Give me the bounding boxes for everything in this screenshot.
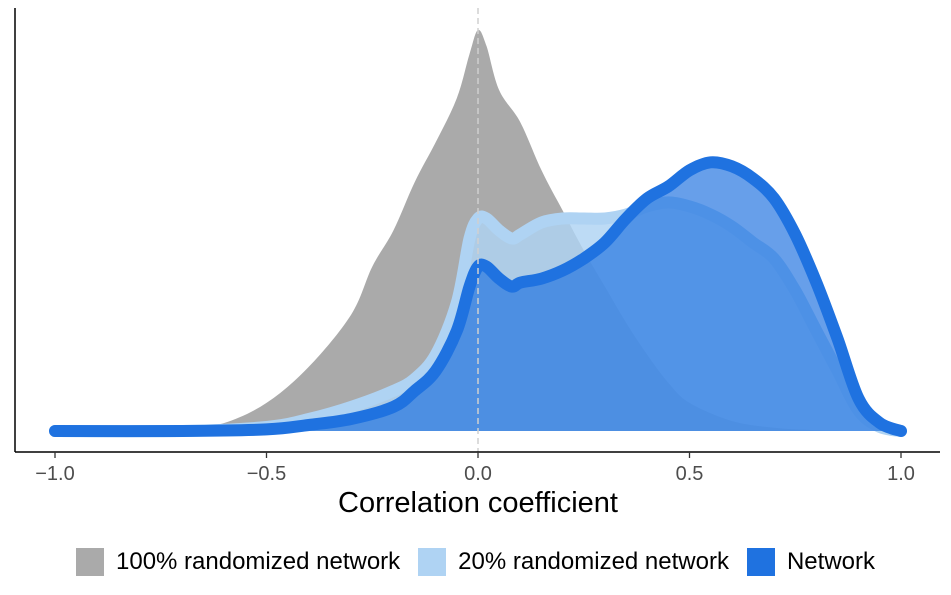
legend-swatch-20-randomized: [418, 548, 447, 576]
legend-label: 20% randomized network: [458, 548, 729, 575]
x-tick-label: 0.0: [464, 463, 492, 485]
legend-item-100-randomized: 100% randomized network: [76, 548, 400, 576]
series-network-area: [55, 162, 901, 432]
x-tick-label: 0.5: [676, 463, 704, 485]
x-axis-title: Correlation coefficient: [338, 487, 618, 519]
series-network-outline: [49, 156, 907, 438]
legend: 100% randomized network 20% randomized n…: [0, 540, 951, 584]
legend-swatch-network: [746, 548, 775, 576]
x-tick-label: −1.0: [35, 463, 74, 485]
x-tick-label: −0.5: [247, 463, 286, 485]
legend-label: Network: [786, 548, 875, 575]
density-chart: −1.0 −0.5 0.0 0.5 1.0 Correlation coefficien…: [14, 8, 940, 519]
legend-item-20-randomized: 20% randomized network: [418, 548, 729, 576]
legend-label: 100% randomized network: [116, 548, 401, 575]
legend-swatch-100-randomized: [76, 548, 104, 576]
x-tick-label: 1.0: [887, 463, 915, 485]
x-axis-ticks: −1.0 −0.5 0.0 0.5 1.0: [35, 452, 915, 485]
legend-item-network: Network: [746, 548, 875, 576]
